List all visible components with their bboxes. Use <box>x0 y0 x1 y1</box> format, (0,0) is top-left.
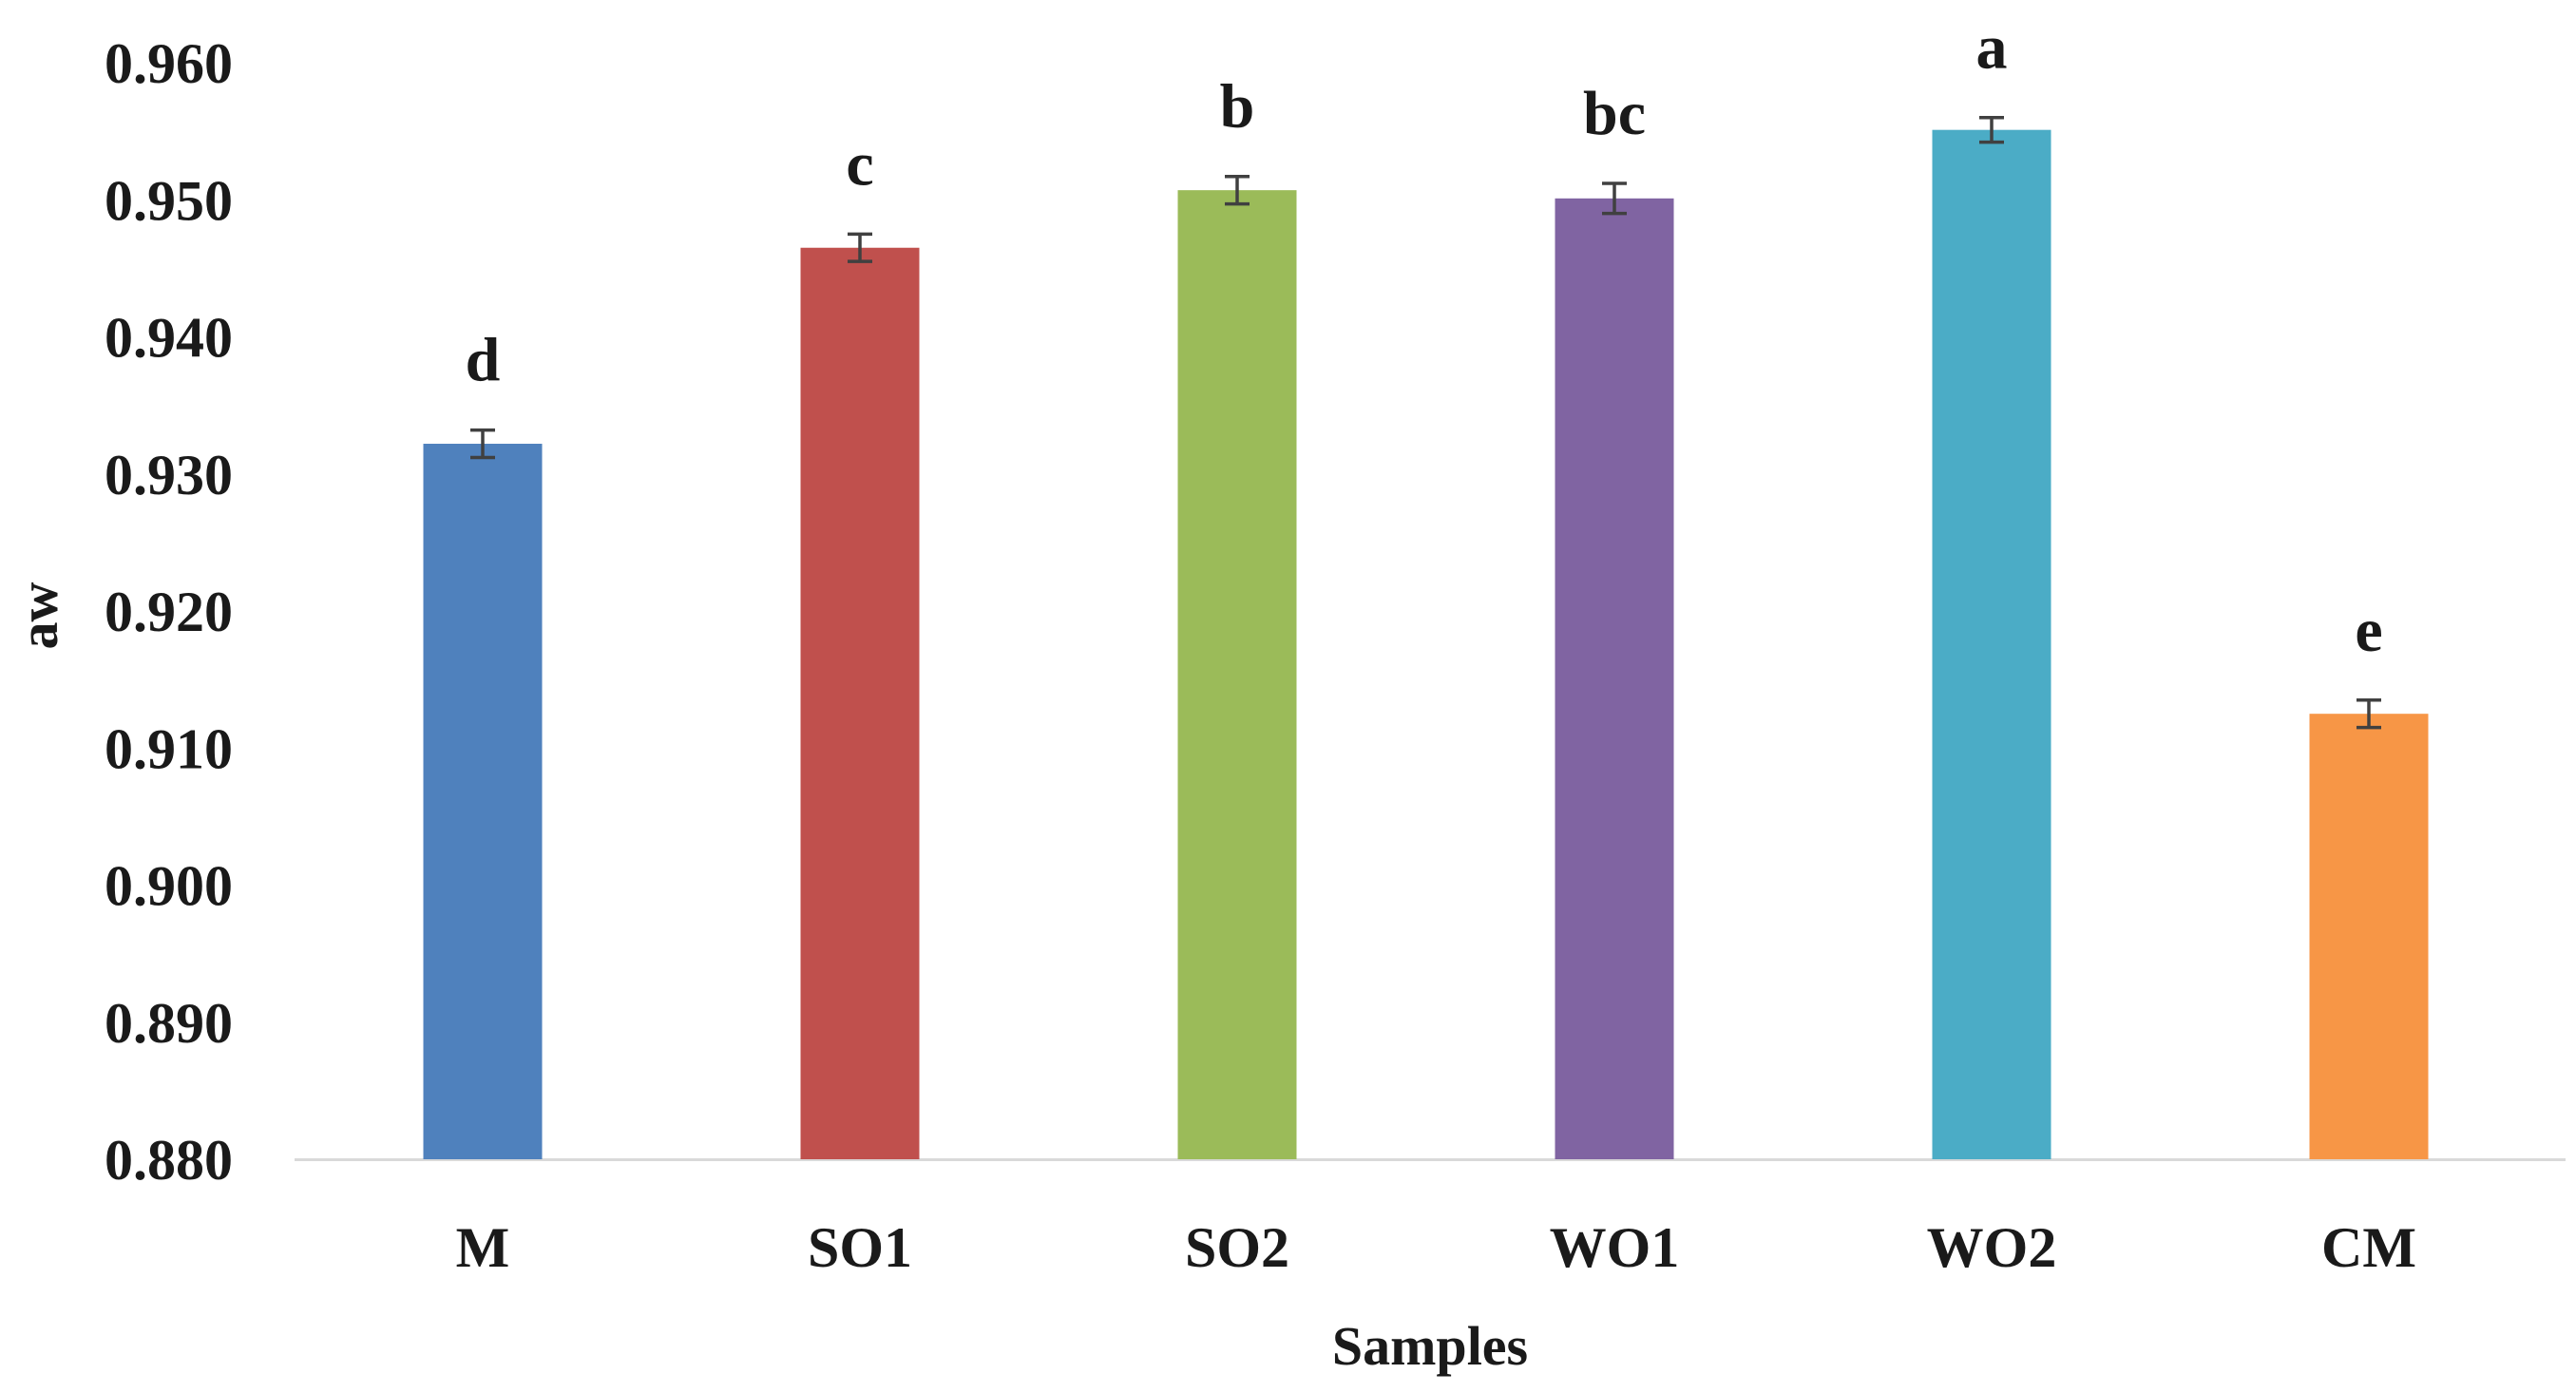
bars-group <box>423 129 2429 1160</box>
y-tick-label: 0.880 <box>105 1129 233 1192</box>
significance-letter-wo2: a <box>1976 13 2008 83</box>
y-tick-label: 0.900 <box>105 855 233 918</box>
x-axis-title: Samples <box>1332 1315 1528 1377</box>
x-tick-label-cm: CM <box>2321 1216 2416 1279</box>
x-tick-label-so1: SO1 <box>808 1216 912 1279</box>
y-tick-label: 0.950 <box>105 169 233 232</box>
significance-letter-cm: e <box>2355 596 2382 665</box>
significance-letter-wo1: bc <box>1583 79 1646 148</box>
error-bars-group <box>470 115 2381 730</box>
y-tick-label: 0.940 <box>105 307 233 370</box>
x-tick-label-m: M <box>456 1216 510 1279</box>
error-bar-so1 <box>848 232 872 263</box>
x-tick-label-so2: SO2 <box>1185 1216 1289 1279</box>
bar-so1 <box>800 247 920 1159</box>
error-bar-m <box>470 428 495 460</box>
error-bar-wo2 <box>1979 115 2004 144</box>
bar-wo2 <box>1932 129 2051 1159</box>
y-tick-label: 0.890 <box>105 992 233 1055</box>
y-axis-title: aw <box>8 582 69 649</box>
y-tick-label: 0.910 <box>105 717 233 780</box>
y-tick-label: 0.930 <box>105 444 233 506</box>
significance-letter-so2: b <box>1220 72 1255 142</box>
bar-wo1 <box>1555 198 1674 1159</box>
bar-cm <box>2309 714 2429 1159</box>
error-bar-so2 <box>1225 174 1250 206</box>
significance-letters-group: d c b bc a e <box>466 13 2383 665</box>
bar-so2 <box>1177 190 1297 1160</box>
y-axis-ticks: 0.880 0.890 0.900 0.910 0.920 0.930 0.940 0.950… <box>105 32 233 1192</box>
y-tick-label: 0.920 <box>105 581 233 643</box>
bar-m <box>423 444 543 1159</box>
x-tick-label-wo2: WO2 <box>1927 1216 2057 1279</box>
y-tick-label: 0.960 <box>105 32 233 95</box>
x-axis-categories: M SO1 SO2 WO1 WO2 CM <box>456 1216 2416 1279</box>
error-bar-wo1 <box>1602 181 1627 216</box>
significance-letter-so1: c <box>846 129 873 199</box>
error-bar-cm <box>2357 698 2381 730</box>
significance-letter-m: d <box>466 326 501 395</box>
x-tick-label-wo1: WO1 <box>1550 1216 1680 1279</box>
